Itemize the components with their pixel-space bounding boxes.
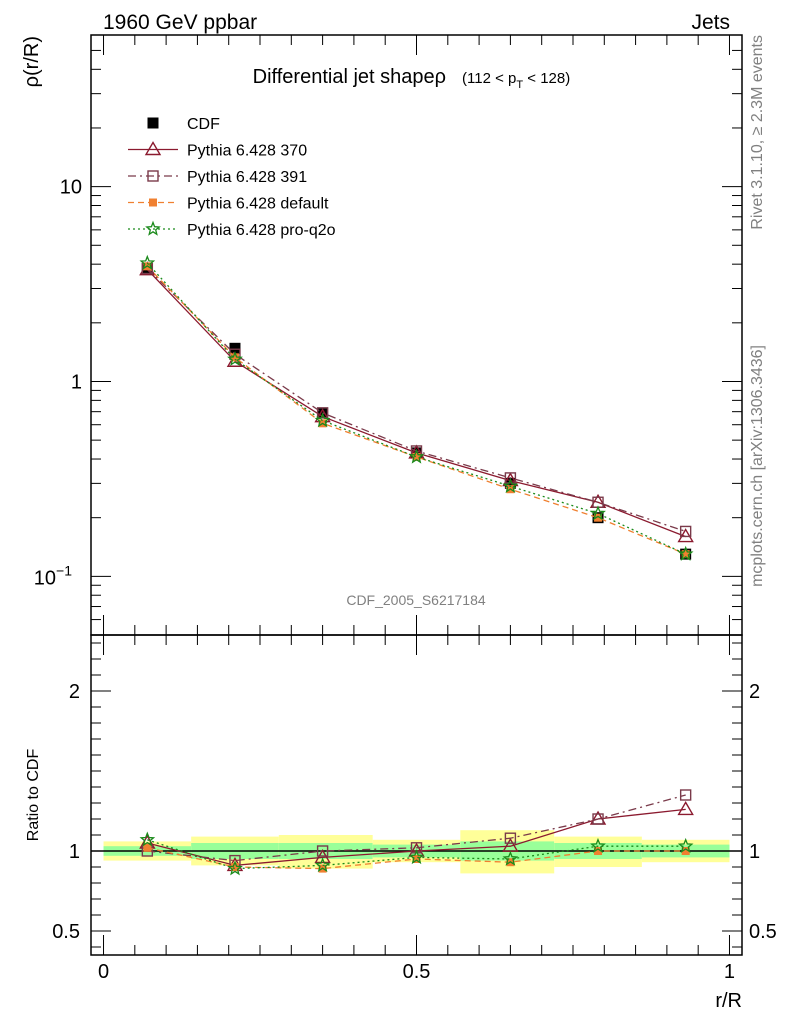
- ratio-point: [594, 847, 603, 855]
- side-label-top: Rivet 3.1.10, ≥ 2.3M events: [749, 35, 766, 230]
- ratio-point: [316, 845, 329, 857]
- series-2: [141, 262, 692, 538]
- legend-marker: [149, 198, 157, 207]
- y-tick-label: 1: [71, 371, 82, 393]
- series-1: [139, 261, 694, 543]
- data-point: [502, 477, 519, 493]
- ratio-point: [410, 842, 423, 854]
- lower-plot-frame: [90, 634, 743, 956]
- ratio-line: [147, 839, 686, 870]
- legend-entry: Pythia 6.428 default: [128, 196, 329, 213]
- data-point: [677, 528, 694, 543]
- ratio-point: [592, 813, 604, 825]
- data-point: [314, 412, 331, 428]
- y-tick-label: 1: [69, 841, 80, 863]
- ratio-point: [143, 843, 152, 852]
- y-tick-label: 0.5: [52, 921, 80, 943]
- data-point: [590, 505, 606, 521]
- y-tick-label-right: 0.5: [749, 921, 777, 943]
- ratio-point: [679, 789, 692, 801]
- lower-ticks: 0.5 0.5 1 1 2 2 0 0.5 1: [52, 635, 777, 983]
- y-tick-label: 2: [69, 681, 80, 703]
- data-point: [230, 353, 239, 362]
- title-cut-subscript: T: [516, 79, 523, 91]
- ratio-point: [590, 837, 606, 853]
- legend-entry: CDF: [147, 116, 220, 133]
- data-point: [681, 550, 690, 559]
- ratio-series-1: [141, 789, 692, 867]
- data-point: [408, 448, 425, 464]
- legend-entry: Pythia 6.428 391: [128, 169, 307, 186]
- series-line: [146, 269, 686, 538]
- x-tick-label: 0.5: [403, 961, 431, 983]
- ratio-point: [677, 837, 694, 853]
- upper-series: [139, 254, 694, 561]
- series-line: [146, 268, 686, 533]
- upper-ticks: 10−1 1 10: [34, 34, 742, 636]
- ratio-series-3: [139, 831, 694, 876]
- y-tick-label-right: 1: [749, 841, 760, 863]
- legend-marker: [145, 220, 161, 236]
- header-left-title: 1960 GeV ppbar: [103, 11, 257, 34]
- y-tick-label-right: 2: [749, 681, 760, 703]
- legend-marker: [147, 117, 159, 129]
- legend-marker: [144, 141, 162, 156]
- chart-title: Differential jet shapeρ: [253, 66, 446, 88]
- y-tick-label: 10: [60, 177, 82, 199]
- series-0: [141, 263, 692, 560]
- lower-y-axis-label: Ratio to CDF: [25, 749, 42, 842]
- ratio-line: [147, 794, 686, 862]
- ratio-point: [139, 831, 156, 847]
- series-3: [143, 262, 690, 559]
- data-point: [594, 513, 603, 522]
- legend-label: Pythia 6.428 370: [187, 143, 307, 160]
- legend-label: Pythia 6.428 default: [187, 196, 329, 213]
- upper-y-axis-label: ρ(r/R): [21, 36, 43, 87]
- analysis-watermark: CDF_2005_S6217184: [346, 592, 486, 608]
- data-point: [504, 472, 517, 484]
- ratio-point: [502, 850, 519, 866]
- data-point: [316, 407, 329, 419]
- ratio-point: [230, 863, 239, 871]
- y-tick-label: 10−1: [34, 562, 72, 589]
- ratio-point: [412, 855, 421, 863]
- data-point: [227, 351, 243, 366]
- x-axis-label: r/R: [715, 990, 742, 1012]
- legend-entry: Pythia 6.428 pro-q2o: [128, 220, 336, 239]
- legend-marker: [147, 170, 159, 182]
- ratio-point: [681, 847, 690, 855]
- lower-series: [139, 789, 694, 876]
- data-point: [139, 254, 156, 270]
- x-tick-label: 1: [724, 961, 735, 983]
- legend: CDF Pythia 6.428 370 Pythia 6.428 391 Pythi…: [128, 116, 336, 239]
- ratio-point: [677, 801, 694, 816]
- data-point: [229, 342, 241, 354]
- legend-entry: Pythia 6.428 370: [128, 141, 307, 160]
- series-4: [139, 254, 694, 561]
- x-tick-label: 0: [98, 961, 109, 983]
- ratio-point: [227, 860, 243, 876]
- header-right-title: Jets: [691, 11, 730, 34]
- title-cut-prefix: (112 < p: [462, 70, 516, 87]
- series-line: [146, 262, 686, 555]
- chart-title-cut: (112 < pT < 128): [462, 70, 570, 91]
- legend-label: Pythia 6.428 pro-q2o: [187, 222, 336, 239]
- legend-label: Pythia 6.428 391: [187, 169, 307, 186]
- data-point: [679, 525, 692, 538]
- ratio-point: [504, 832, 517, 844]
- upper-panel: ρ(r/R) Differential jet shapeρ (112 < pT…: [21, 34, 743, 636]
- data-point: [677, 545, 694, 561]
- legend-label: CDF: [187, 116, 220, 133]
- title-cut-suffix: < 128): [523, 70, 570, 87]
- ratio-point: [314, 857, 331, 873]
- data-point: [412, 452, 421, 461]
- side-label-bottom: mcplots.cern.ch [arXiv:1306.3436]: [749, 345, 766, 587]
- lower-panel: Ratio to CDF r/R 0.5 0.5 1 1 2 2 0 0.5 1: [25, 634, 777, 1012]
- ratio-point: [408, 849, 425, 865]
